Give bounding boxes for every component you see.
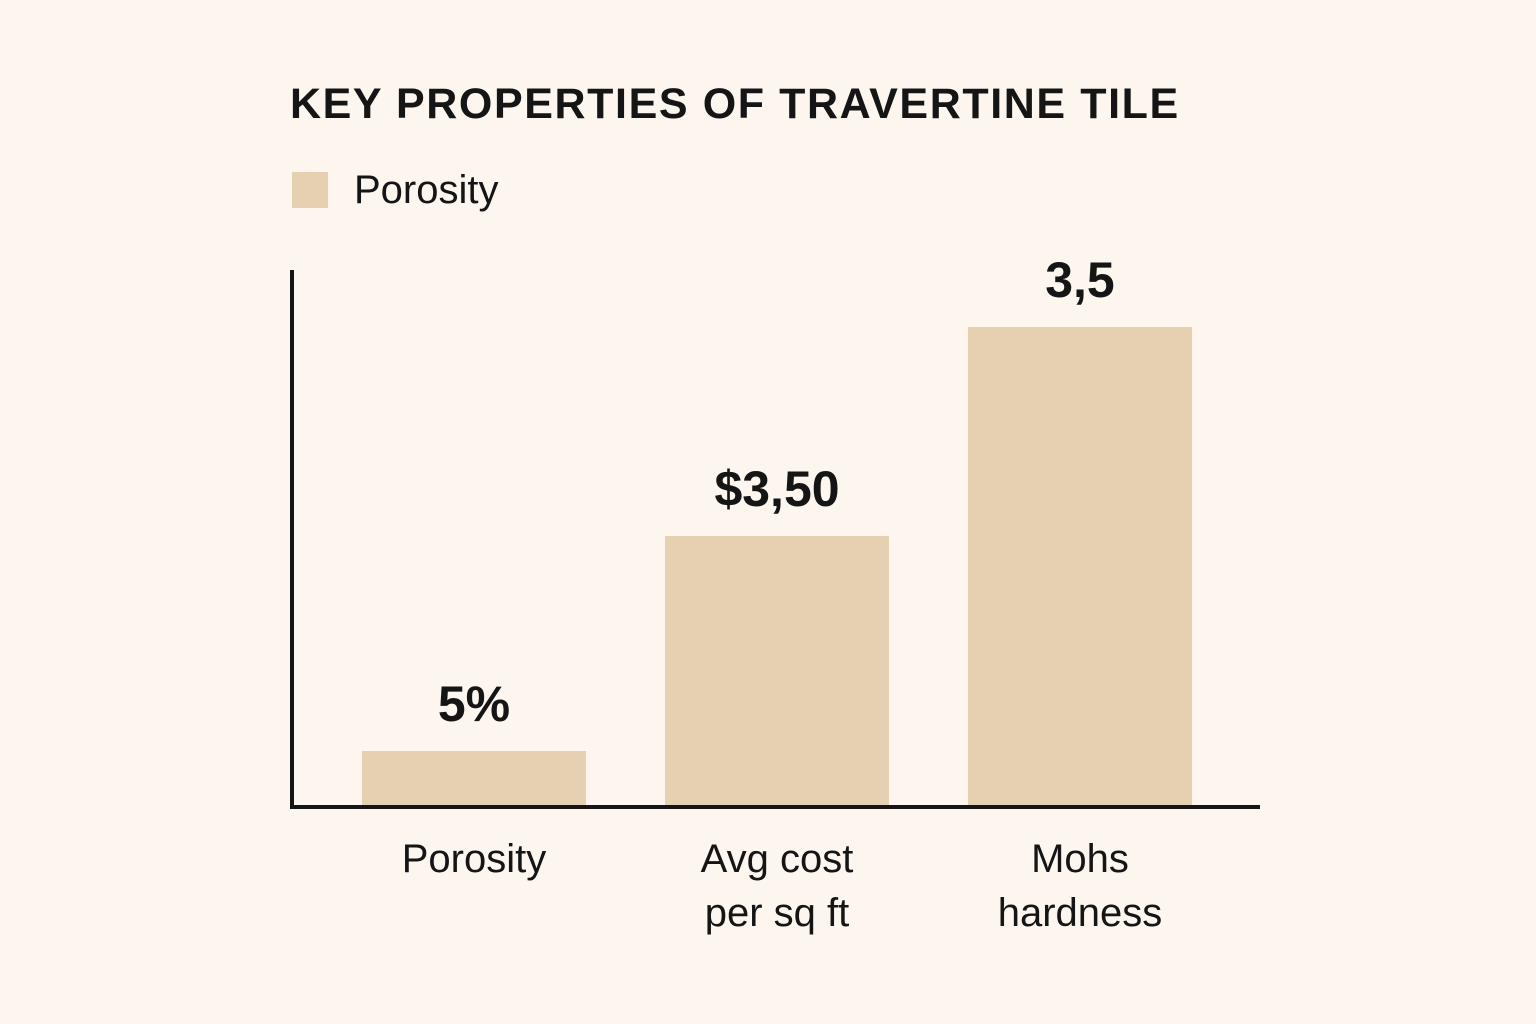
x-tick-label: Porosity xyxy=(402,837,547,881)
bar xyxy=(665,536,889,805)
bar-value-label: 5% xyxy=(438,676,510,732)
bar xyxy=(968,327,1192,805)
bar xyxy=(362,751,586,805)
legend: Porosity xyxy=(292,166,499,214)
bar-value-label: $3,50 xyxy=(714,461,839,517)
bar-value-label: 3,5 xyxy=(1045,252,1115,308)
x-tick-label: Avg cost per sq ft xyxy=(701,837,854,935)
x-tick-label: Mohs hardness xyxy=(998,837,1163,935)
legend-label: Porosity xyxy=(354,168,499,212)
legend-swatch xyxy=(292,172,328,208)
chart-title: KEY PROPERTIES OF TRAVERTINE TILE xyxy=(290,80,1180,128)
